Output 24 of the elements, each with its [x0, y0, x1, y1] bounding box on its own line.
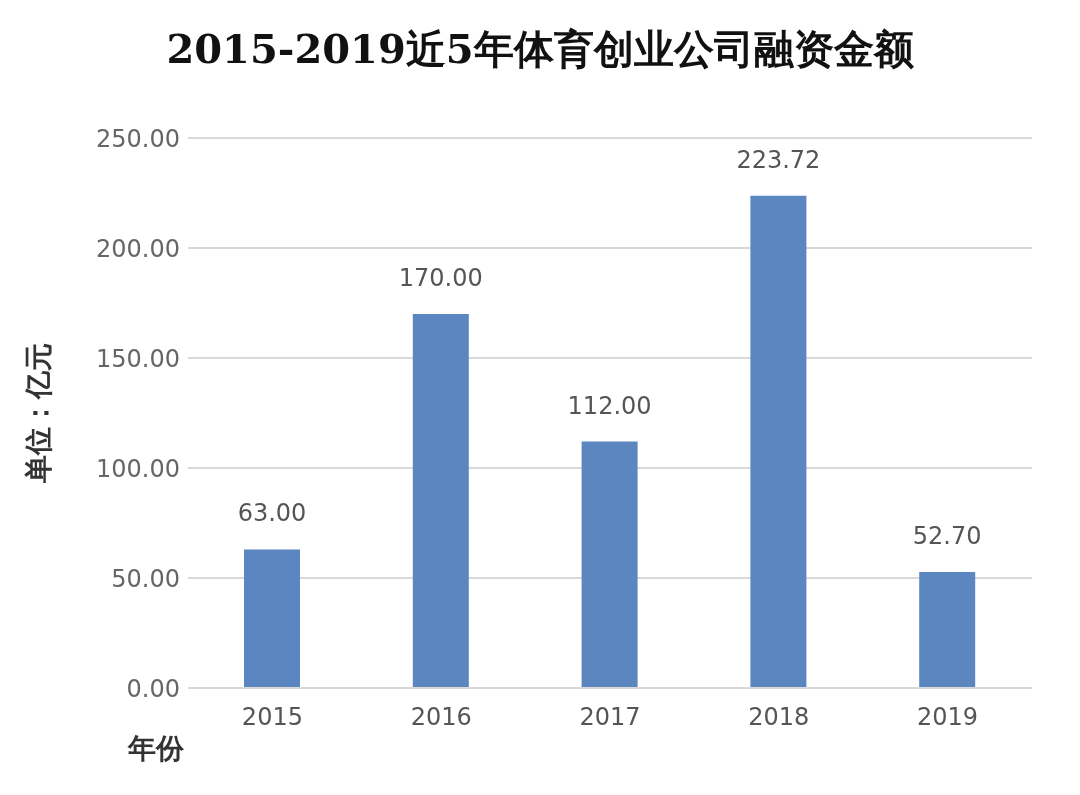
y-tick-label: 100.00	[96, 454, 180, 483]
x-tick-label: 2017	[579, 703, 641, 732]
bar	[919, 572, 976, 688]
bar	[581, 441, 638, 688]
data-label: 170.00	[398, 264, 483, 292]
y-axis-title: 单位：亿元	[21, 343, 55, 484]
data-label: 112.00	[567, 391, 652, 420]
chart-title: 2015-2019近5年体育创业公司融资金额	[165, 24, 915, 74]
x-tick-label: 2019	[917, 703, 979, 732]
x-tick-label: 2015	[241, 703, 303, 732]
y-tick-label: 150.00	[96, 344, 180, 373]
x-axis-title: 年份	[127, 732, 185, 765]
data-label: 223.72	[736, 145, 821, 174]
bar	[244, 549, 300, 688]
y-tick-label: 50.00	[111, 564, 180, 593]
x-tick-label: 2016	[410, 703, 472, 732]
data-label: 63.00	[237, 499, 307, 528]
x-tick-label: 2018	[748, 703, 810, 732]
data-label: 52.70	[912, 522, 982, 551]
y-tick-label: 250.00	[96, 124, 180, 153]
y-tick-label: 200.00	[96, 234, 180, 263]
bar	[412, 314, 469, 688]
y-tick-label: 0.00	[126, 674, 180, 703]
bar	[750, 195, 807, 688]
